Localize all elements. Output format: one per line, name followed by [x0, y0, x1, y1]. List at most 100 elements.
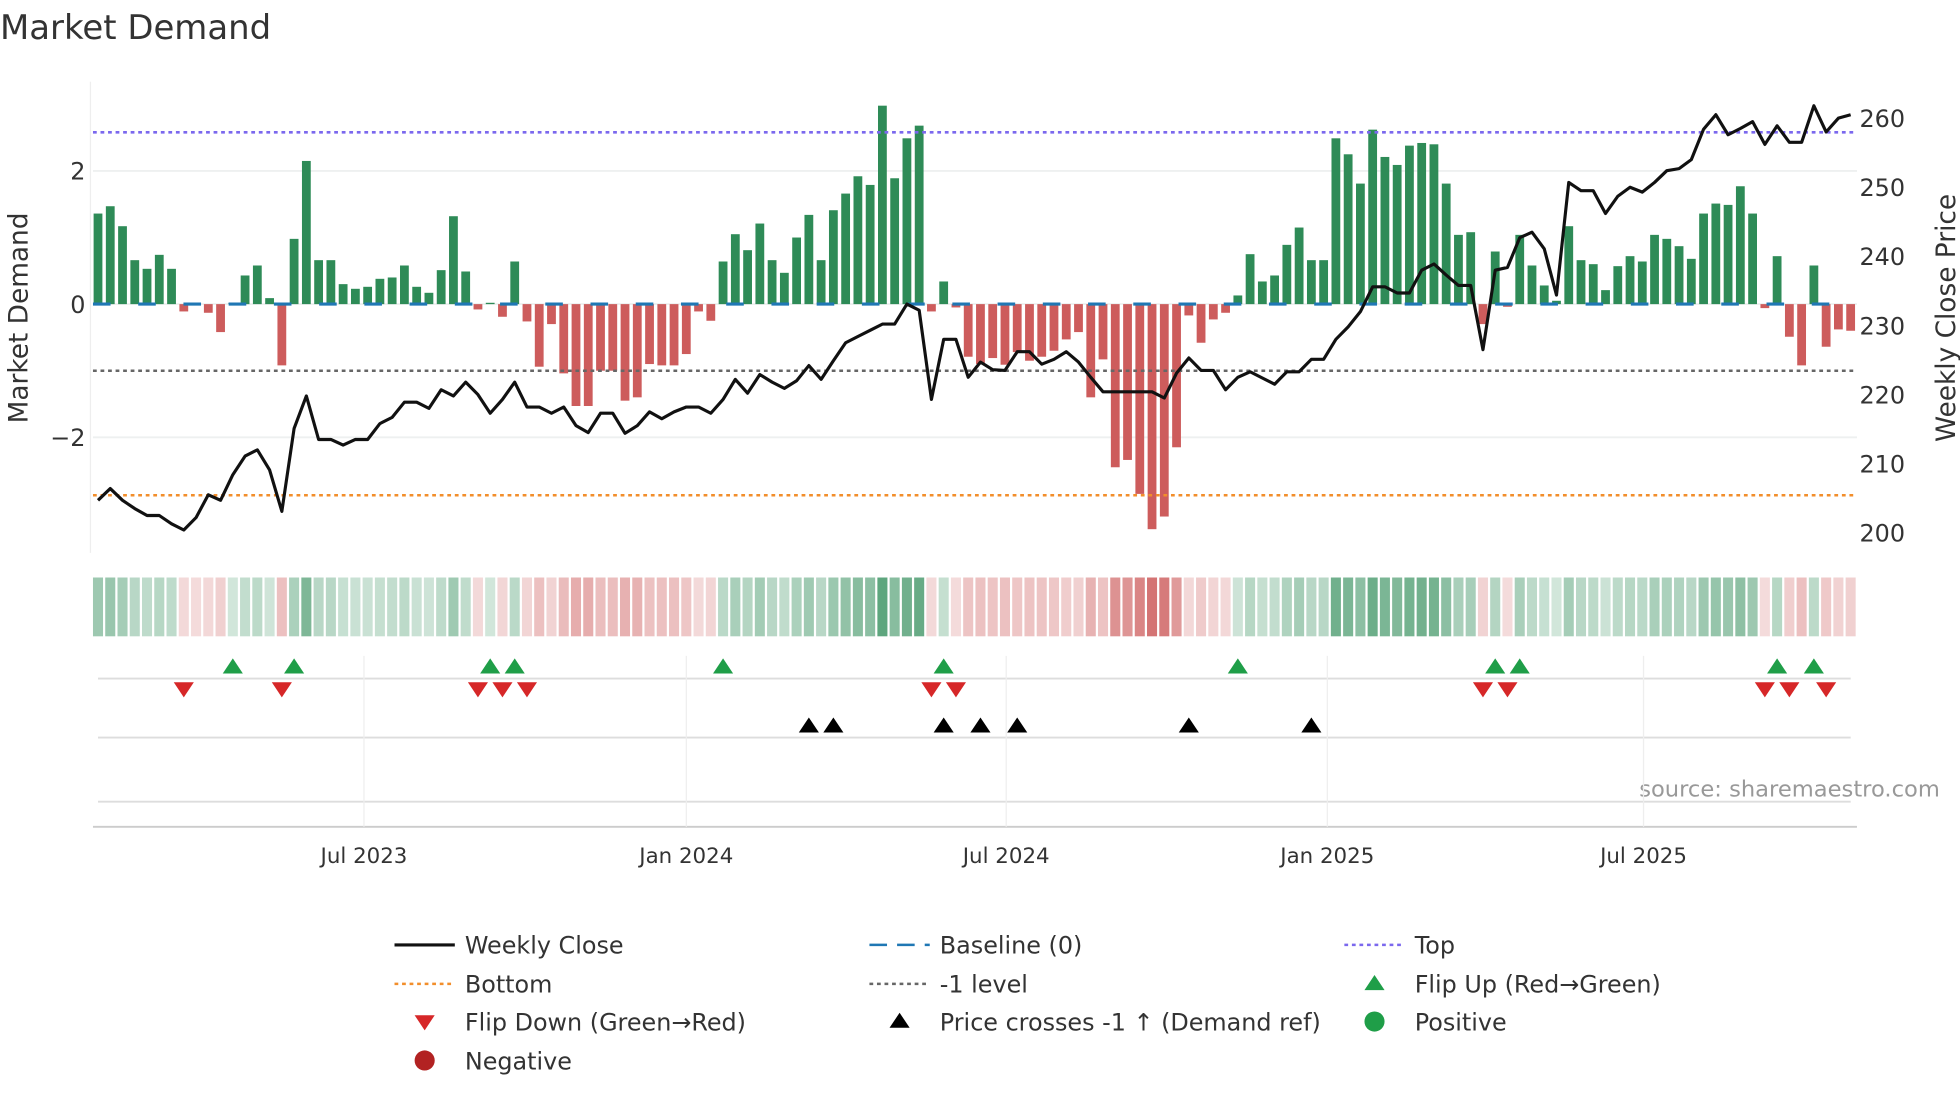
flip-down-marker — [1754, 682, 1775, 698]
demand-bar — [1576, 260, 1586, 305]
demand-bar — [277, 304, 287, 366]
demand-heat-cell — [1268, 576, 1282, 638]
demand-bar — [1466, 232, 1476, 305]
demand-heat-cell — [1598, 576, 1613, 638]
demand-bar — [142, 268, 152, 305]
demand-heat-cell — [361, 576, 375, 638]
demand-heat-cell — [1378, 576, 1392, 638]
demand-bar — [1613, 266, 1623, 305]
flip-down-marker — [1497, 682, 1518, 698]
demand-bar — [853, 176, 863, 305]
demand-heat-cell — [692, 576, 706, 638]
demand-heat-cell — [1758, 576, 1772, 638]
demand-heat-cell — [238, 576, 252, 638]
demand-heat-cell — [986, 576, 1000, 638]
demand-heat-cell — [214, 576, 228, 638]
flip-up-marker — [713, 658, 734, 674]
demand-bar — [939, 281, 949, 305]
demand-heat-cell — [973, 576, 987, 638]
demand-bar — [1748, 213, 1757, 305]
demand-bar — [326, 260, 336, 305]
demand-heat-cell — [863, 576, 877, 638]
demand-bar — [449, 216, 458, 305]
demand-bar — [400, 265, 409, 305]
demand-bar — [1282, 244, 1292, 305]
demand-bar — [1135, 304, 1145, 494]
demand-bar — [547, 304, 556, 325]
demand-heat-cell — [1684, 576, 1698, 638]
price-cross-marker — [823, 717, 844, 733]
demand-heat-cell — [875, 576, 889, 638]
demand-heat-cell — [581, 576, 595, 638]
demand-bar — [1515, 234, 1525, 305]
demand-bar — [154, 254, 164, 305]
demand-heat-cell — [826, 576, 840, 638]
legend-label: Positive — [1415, 1008, 1507, 1036]
flip-down-marker — [467, 682, 488, 698]
demand-bar — [596, 304, 605, 371]
demand-heat-cell — [1022, 576, 1037, 638]
demand-bar — [1380, 156, 1390, 305]
demand-heat-cell — [1280, 576, 1294, 638]
demand-heat-cell — [1182, 576, 1196, 638]
demand-bar — [1012, 304, 1022, 353]
demand-heat-cell — [1500, 576, 1515, 638]
flip-up-marker — [933, 658, 954, 674]
x-tick-label: Jul 2023 — [319, 844, 408, 869]
legend-label: Price crosses -1 ↑ (Demand ref) — [940, 1008, 1321, 1036]
demand-heat-cell — [1549, 576, 1564, 638]
demand-heat-cell — [336, 576, 350, 638]
demand-bar — [988, 304, 998, 359]
x-tick-label: Jul 2025 — [1598, 844, 1687, 869]
demand-heat-cell — [569, 576, 583, 638]
demand-bar — [473, 304, 483, 310]
demand-bar — [718, 261, 728, 305]
demand-heat-cell — [606, 576, 620, 638]
demand-heat-cell — [1648, 576, 1662, 638]
demand-heat-cell — [704, 576, 718, 638]
demand-bar — [951, 304, 961, 308]
demand-heat-cell — [618, 576, 632, 638]
price-cross-marker — [1178, 717, 1199, 733]
y-tick-label: 0 — [70, 291, 85, 319]
demand-heat-cell — [226, 576, 240, 638]
demand-heat-cell — [471, 576, 485, 638]
demand-heat-cell — [508, 576, 522, 638]
demand-heat-cell — [888, 576, 902, 638]
demand-bar — [1208, 304, 1218, 320]
demand-heat-cell — [777, 576, 791, 638]
demand-bar — [1699, 213, 1708, 305]
flip-down-marker — [271, 682, 292, 698]
demand-heat-cell — [520, 576, 534, 638]
y2-tick-label: 260 — [1859, 105, 1905, 133]
demand-heat-cell — [1145, 576, 1159, 638]
demand-bar — [1478, 304, 1488, 325]
demand-bar — [375, 278, 385, 305]
demand-bar — [498, 304, 507, 317]
demand-heat-cell — [1084, 576, 1098, 638]
demand-heat-cell — [1819, 576, 1833, 638]
demand-bar — [1417, 142, 1427, 305]
flip-down-marker — [945, 682, 966, 698]
source-label: source: sharemaestro.com — [1639, 777, 1940, 803]
y2-tick-label: 210 — [1859, 450, 1905, 478]
demand-bar — [265, 298, 274, 305]
demand-bar — [620, 304, 630, 401]
demand-heat-cell — [851, 576, 865, 638]
demand-bar — [1343, 154, 1353, 305]
demand-bar — [1625, 256, 1635, 305]
demand-bar — [1588, 264, 1598, 305]
demand-bar — [461, 271, 471, 305]
demand-heat-cell — [1243, 576, 1257, 638]
demand-bar — [387, 277, 397, 305]
demand-heat-cell — [937, 576, 951, 638]
demand-bar — [755, 223, 765, 305]
demand-bar — [130, 260, 140, 305]
price-cross-marker — [1301, 717, 1322, 733]
legend-label: Baseline (0) — [940, 932, 1083, 960]
demand-bar — [1723, 204, 1733, 305]
demand-bar — [1368, 129, 1378, 305]
demand-bar — [1539, 285, 1549, 305]
demand-bar — [1833, 304, 1843, 330]
demand-bar — [1674, 246, 1684, 305]
